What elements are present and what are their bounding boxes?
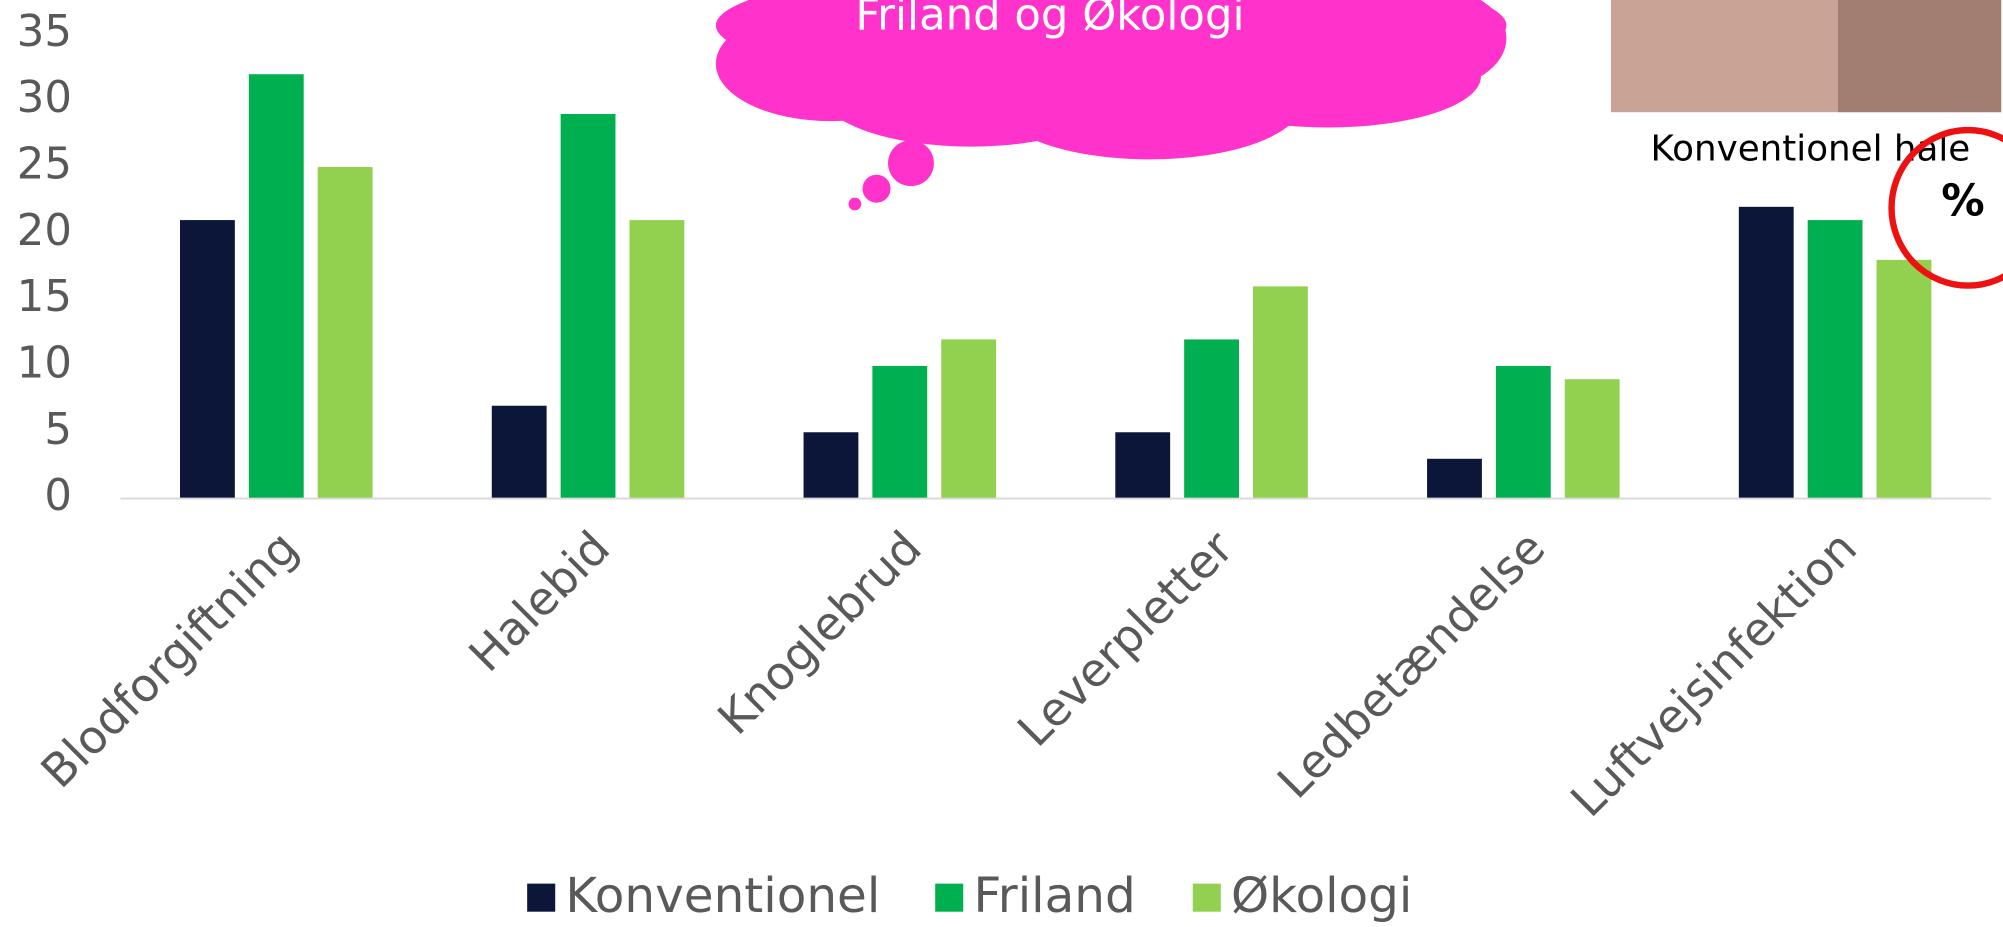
bar [872,366,927,499]
bar [1496,366,1551,499]
x-tick-label: Ledbetændelse [1267,520,1555,808]
bar [1253,286,1308,498]
bar [561,114,616,499]
cloud-text: Friland og Økologi [855,0,1244,40]
bar [941,339,996,498]
bar [180,220,235,498]
x-tick-label: Leverpletter [1007,520,1244,757]
bar [318,167,373,499]
bar [629,220,684,498]
bar [1115,432,1170,498]
x-tick-label: Blodforgiftning [30,520,308,798]
legend-label: Økologi [1231,868,1412,924]
x-tick-label: Knoglebrud [707,520,932,745]
legend-label: Konventionel [565,868,880,924]
unit-label: % [1941,177,1984,227]
bar [1877,260,1932,499]
y-tick-label: 25 [17,140,72,190]
bar [249,74,304,498]
bar [1808,220,1863,498]
y-tick-label: 0 [44,471,72,521]
bar [1184,339,1239,498]
y-tick-label: 10 [17,338,72,388]
y-tick-label: 30 [17,73,72,123]
bar [1565,379,1620,498]
legend-swatch [935,884,963,912]
bar [1427,459,1482,499]
legend-label: Friland [973,868,1135,924]
y-tick-label: 5 [44,405,72,455]
y-tick-label: 20 [17,206,72,256]
bar [1739,207,1794,499]
legend-swatch [527,884,555,912]
bar [804,432,859,498]
x-tick-label: Halebid [458,520,620,682]
chart: Økologi Friland Konventionel Luftvejsinfekt… [0,0,2003,927]
pig-photo-shade [1838,0,2001,112]
bar [492,406,547,499]
x-tick-label: Luftvejsinfektion [1560,520,1867,827]
y-tick-label: 35 [17,7,72,57]
y-tick-label: 15 [17,272,72,322]
legend-swatch [1193,884,1221,912]
